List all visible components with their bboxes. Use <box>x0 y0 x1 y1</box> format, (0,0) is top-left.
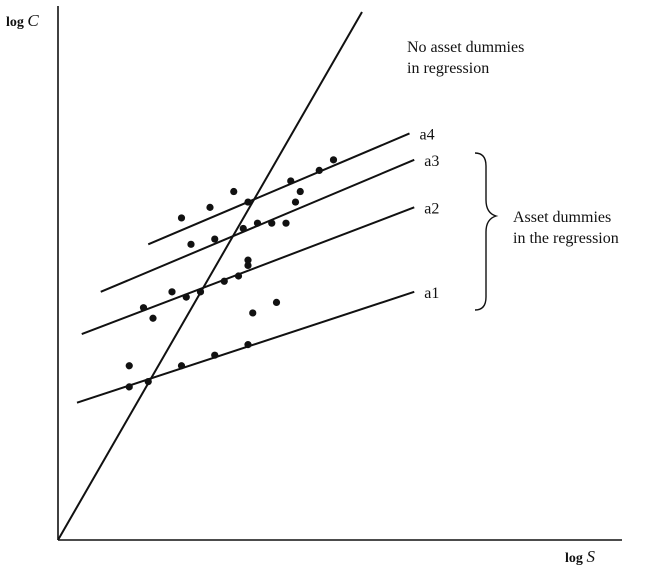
point-a4-4 <box>244 198 252 206</box>
axes <box>57 6 622 541</box>
no-dummies-label-line-1: No asset dummies <box>407 39 524 56</box>
point-a3-1 <box>187 240 195 248</box>
point-a1-5 <box>211 351 219 359</box>
point-a3-7 <box>291 198 300 206</box>
point-a1-1 <box>125 362 133 370</box>
point-a2-6 <box>220 277 228 285</box>
point-a2-11 <box>272 298 281 306</box>
point-a4-5 <box>287 177 295 185</box>
point-a4-7 <box>329 156 338 164</box>
point-a4-6 <box>315 166 323 174</box>
point-a3-2 <box>211 235 219 243</box>
dummies-annotation-line-2: in the regression <box>513 230 619 247</box>
point-a4-3 <box>230 187 238 196</box>
point-a2-1 <box>139 304 148 312</box>
point-a1-4 <box>177 362 186 370</box>
y-axis-label: log C <box>6 11 39 30</box>
point-a2-3 <box>168 288 176 296</box>
x-axis-label: log S <box>565 547 595 566</box>
series-label-a1: a1 <box>424 285 439 302</box>
point-a2-9 <box>244 256 252 264</box>
point-a1-3 <box>144 378 152 386</box>
point-a2-5 <box>196 288 205 296</box>
bracket-brace <box>474 152 499 311</box>
series-label-a3: a3 <box>424 153 439 170</box>
point-a3-4 <box>253 219 262 227</box>
point-a2-2 <box>149 314 157 322</box>
point-a4-1 <box>177 214 186 222</box>
labels: log C log S No asset dummies in regression a… <box>6 11 619 566</box>
point-a3-6 <box>282 219 290 227</box>
point-a3-5 <box>268 219 276 227</box>
no-dummies-label-line-2: in regression <box>407 60 489 77</box>
point-a2-4 <box>182 293 190 301</box>
data-points <box>125 156 338 391</box>
series-label-a4: a4 <box>420 126 435 143</box>
no-dummies-regression-line <box>57 11 363 541</box>
series-label-a2: a2 <box>424 200 439 217</box>
point-a2-10 <box>249 309 257 317</box>
series-line-a4 <box>147 132 410 246</box>
point-a1-6 <box>244 341 252 349</box>
point-a2-8 <box>244 261 252 270</box>
point-a3-8 <box>296 187 304 196</box>
point-a3-3 <box>239 224 247 233</box>
series-line-a2 <box>81 206 415 336</box>
point-a1-2 <box>125 383 133 391</box>
point-a4-2 <box>206 203 214 211</box>
dummies-annotation-line-1: Asset dummies <box>513 209 611 226</box>
point-a2-7 <box>234 272 243 280</box>
